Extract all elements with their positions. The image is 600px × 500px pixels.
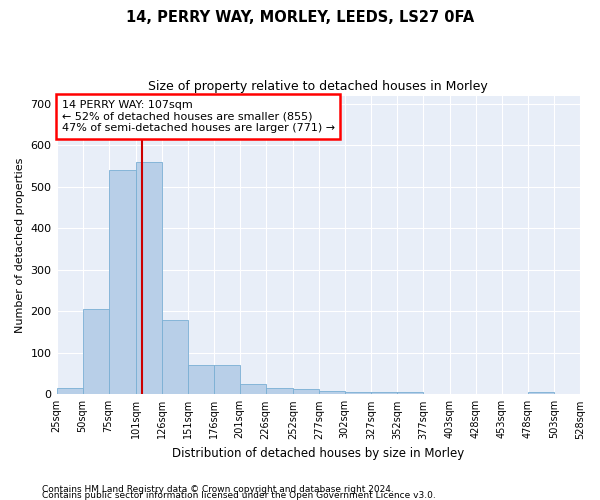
Bar — [528, 392, 554, 394]
Bar — [345, 392, 371, 394]
Bar — [293, 390, 319, 394]
Bar — [161, 320, 188, 394]
Title: Size of property relative to detached houses in Morley: Size of property relative to detached ho… — [148, 80, 488, 93]
Bar — [214, 366, 240, 394]
Bar — [397, 392, 423, 394]
Bar — [136, 162, 161, 394]
Bar — [83, 309, 109, 394]
Bar — [266, 388, 293, 394]
Text: Contains public sector information licensed under the Open Government Licence v3: Contains public sector information licen… — [42, 491, 436, 500]
Bar — [56, 388, 83, 394]
Text: Contains HM Land Registry data © Crown copyright and database right 2024.: Contains HM Land Registry data © Crown c… — [42, 484, 394, 494]
Bar — [109, 170, 136, 394]
Text: 14 PERRY WAY: 107sqm
← 52% of detached houses are smaller (855)
47% of semi-deta: 14 PERRY WAY: 107sqm ← 52% of detached h… — [62, 100, 335, 133]
Bar — [240, 384, 266, 394]
Y-axis label: Number of detached properties: Number of detached properties — [15, 157, 25, 332]
Text: 14, PERRY WAY, MORLEY, LEEDS, LS27 0FA: 14, PERRY WAY, MORLEY, LEEDS, LS27 0FA — [126, 10, 474, 25]
Bar — [371, 392, 397, 394]
X-axis label: Distribution of detached houses by size in Morley: Distribution of detached houses by size … — [172, 447, 464, 460]
Bar — [188, 366, 214, 394]
Bar — [319, 391, 345, 394]
